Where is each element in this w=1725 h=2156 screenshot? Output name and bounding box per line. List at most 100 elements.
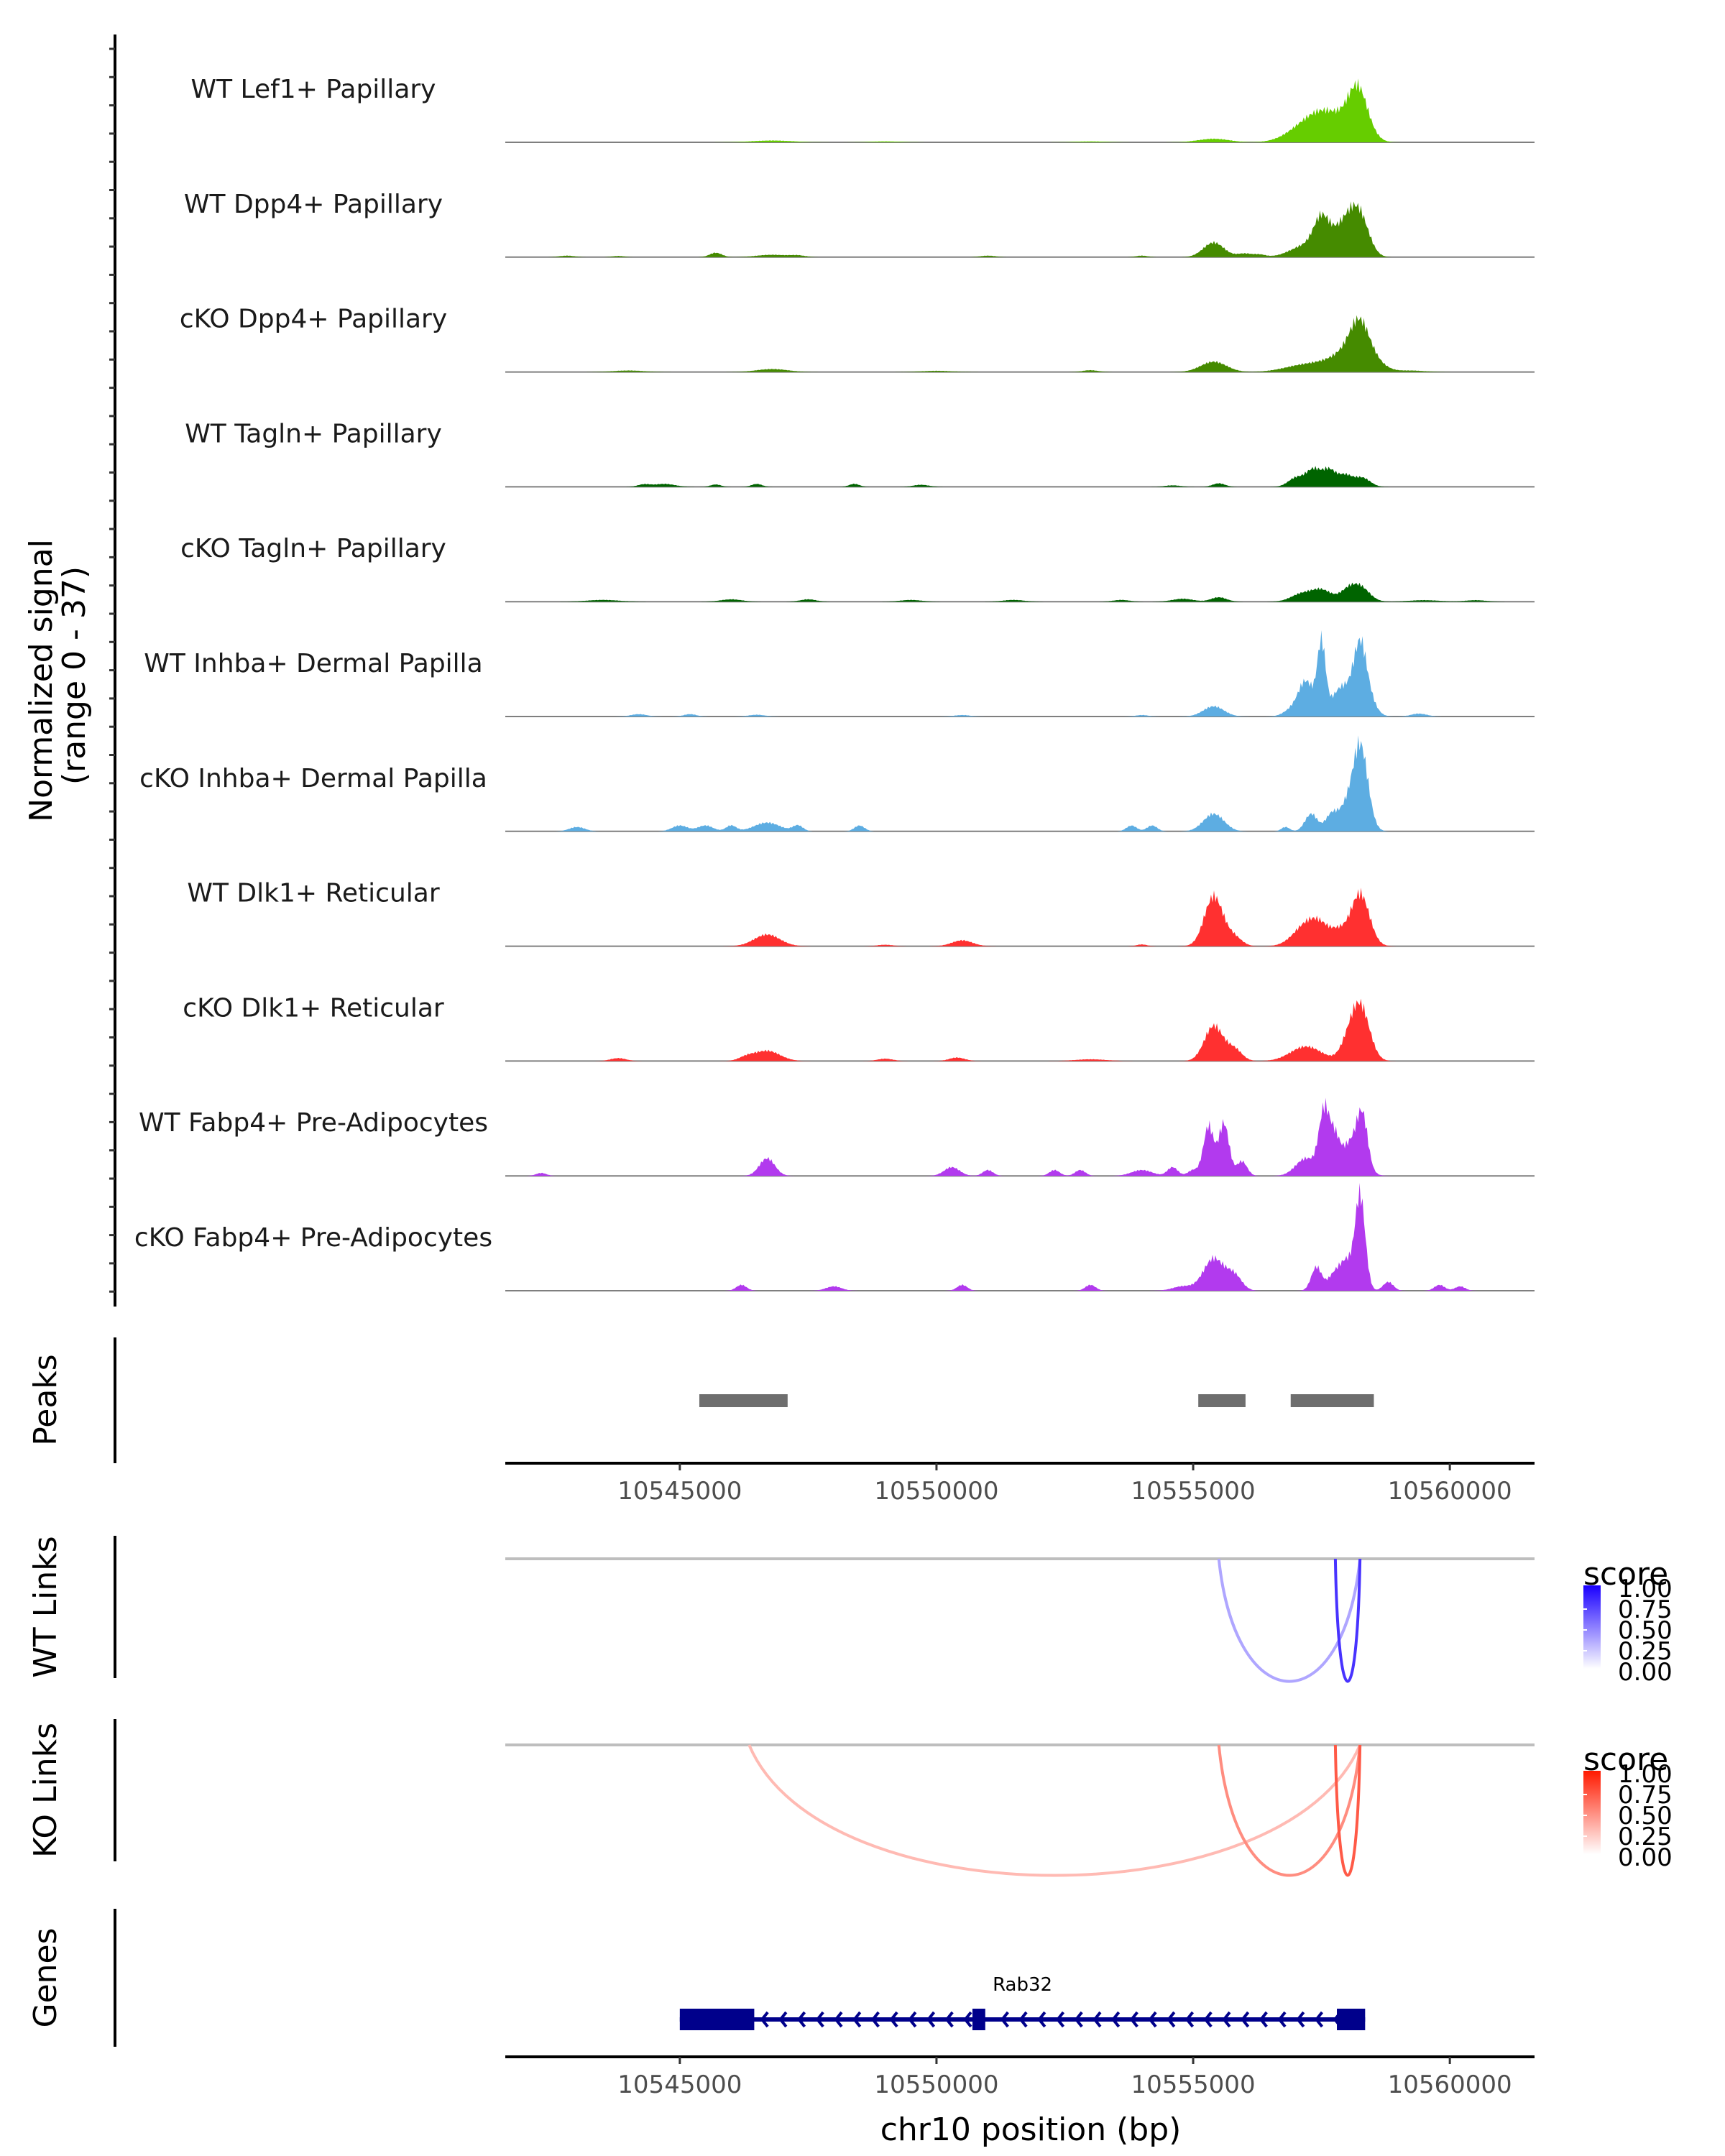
x-tick-label: 10550000 (874, 2070, 998, 2099)
track-label: WT Dpp4+ Papillary (184, 190, 443, 219)
x-tick-label: 10545000 (617, 1477, 742, 1506)
peaks-track-label: Peaks (27, 1354, 64, 1445)
coverage-area (505, 582, 1535, 602)
legend-tick-label: 0.75 (1618, 1595, 1673, 1624)
strand-arrow-icon (926, 2011, 936, 2028)
legend-tick-label: 0.75 (1618, 1781, 1673, 1810)
ko-legend-colorbar (1583, 1771, 1601, 1854)
ko-legend-ticks: 1.000.750.500.250.00 (1583, 1760, 1673, 1872)
track-label: cKO Dpp4+ Papillary (180, 305, 447, 334)
strand-arrow-icon (1259, 2011, 1268, 2028)
x-tick-label: 10545000 (617, 2070, 742, 2099)
track-label: WT Lef1+ Papillary (191, 75, 436, 104)
strand-arrow-icon (1241, 2011, 1250, 2028)
track-label: cKO Fabp4+ Pre-Adipocytes (134, 1223, 492, 1253)
coverage-track: WT Tagln+ Papillary (185, 419, 1535, 488)
ko-links-track-label: KO Links (27, 1723, 64, 1858)
strand-arrow-icon (963, 2011, 972, 2028)
peak-regions (699, 1394, 1374, 1407)
peak-region (699, 1394, 788, 1407)
strand-arrow-icon (1296, 2011, 1305, 2028)
track-label: cKO Dlk1+ Reticular (183, 993, 444, 1023)
coverage-track: WT Dlk1+ Reticular (187, 879, 1535, 947)
genes-track-label: Genes (27, 1927, 64, 2027)
track-label: cKO Inhba+ Dermal Papilla (139, 764, 487, 793)
gene-exon (972, 2009, 985, 2030)
coverage-track: cKO Dlk1+ Reticular (183, 993, 1535, 1062)
strand-arrow-icon (1148, 2011, 1157, 2028)
x-tick-label: 10560000 (1388, 1477, 1512, 1506)
strand-arrow-icon (1000, 2011, 1009, 2028)
strand-arrow-icon (1018, 2011, 1028, 2028)
coverage-track: WT Dpp4+ Papillary (184, 190, 1535, 258)
legend-tick-label: 1.00 (1618, 1575, 1673, 1603)
ko-score-legend: score 1.000.750.500.250.00 (1583, 1741, 1673, 1872)
strand-arrow-icon (778, 2011, 788, 2028)
x-tick-label: 10560000 (1388, 2070, 1512, 2099)
legend-tick-label: 0.50 (1618, 1616, 1673, 1645)
wt-score-legend: score 1.000.750.500.250.00 (1583, 1556, 1673, 1687)
legend-tick-label: 0.00 (1618, 1658, 1673, 1687)
peak-region (1290, 1394, 1374, 1407)
track-label: WT Tagln+ Papillary (185, 419, 442, 448)
strand-arrow-icon (1111, 2011, 1121, 2028)
gene-model (679, 2009, 1366, 2030)
link-arc (1333, 1558, 1362, 1683)
wt-legend-ticks: 1.000.750.500.250.00 (1583, 1575, 1673, 1687)
track-label: WT Inhba+ Dermal Papilla (144, 649, 482, 678)
link-arc (1217, 1558, 1362, 1683)
genes-track: Genes Rab32 10545000 10550000 10555000 1056… (27, 1909, 1535, 2148)
signal-axis-title-line1: Normalized signal (23, 539, 60, 822)
legend-tick-label: 0.25 (1618, 1637, 1673, 1666)
strand-arrow-icon (1037, 2011, 1046, 2028)
coverage-track: cKO Fabp4+ Pre-Adipocytes (134, 1183, 1535, 1291)
strand-arrow-icon (889, 2011, 898, 2028)
wt-links-track-label: WT Links (27, 1536, 64, 1677)
wt-links-track: WT Links (27, 1536, 1535, 1683)
coverage-area (505, 1097, 1535, 1176)
strand-arrow-icon (1222, 2011, 1231, 2028)
x-tick-label: 10550000 (874, 1477, 998, 1506)
coverage-track: cKO Dpp4+ Papillary (180, 305, 1535, 373)
strand-arrow-icon (870, 2011, 880, 2028)
signal-axis-ticks (109, 47, 115, 1293)
bottom-x-axis-ticks: 10545000 10550000 10555000 10560000 (617, 2057, 1512, 2099)
wt-link-arcs (1217, 1558, 1362, 1683)
gene-label: Rab32 (993, 1974, 1052, 1996)
coverage-track: cKO Tagln+ Papillary (180, 534, 1535, 603)
track-label: cKO Tagln+ Papillary (180, 534, 446, 563)
track-label: WT Dlk1+ Reticular (187, 879, 439, 908)
coverage-track: WT Fabp4+ Pre-Adipocytes (139, 1097, 1535, 1177)
x-axis-title: chr10 position (bp) (880, 2111, 1182, 2148)
x-tick-label: 10555000 (1131, 2070, 1256, 2099)
strand-arrow-icon (1055, 2011, 1065, 2028)
signal-axis-title: Normalized signal (range 0 - 37) (23, 529, 93, 822)
strand-arrow-icon (760, 2011, 769, 2028)
strand-arrow-icon (1129, 2011, 1138, 2028)
signal-axis-title-line2: (range 0 - 37) (56, 566, 93, 785)
strand-arrow-icon (852, 2011, 862, 2028)
strand-arrow-icon (1203, 2011, 1213, 2028)
coverage-track: WT Lef1+ Papillary (191, 75, 1535, 143)
strand-arrow-icon (1277, 2011, 1287, 2028)
strand-arrow-icon (1092, 2011, 1102, 2028)
strand-arrow-icon (908, 2011, 917, 2028)
strand-arrow-icon (1314, 2011, 1324, 2028)
strand-arrow-icon (1184, 2011, 1195, 2028)
link-arc (1333, 1744, 1362, 1877)
coverage-area (505, 466, 1535, 487)
peak-region (1198, 1394, 1246, 1407)
link-arc (1217, 1744, 1362, 1877)
top-x-axis-ticks: 10545000 10550000 10555000 10560000 (617, 1463, 1512, 1506)
coverage-track: WT Inhba+ Dermal Papilla (144, 630, 1535, 717)
coverage-area (505, 201, 1535, 257)
x-tick-label: 10555000 (1131, 1477, 1256, 1506)
legend-tick-label: 0.50 (1618, 1802, 1673, 1830)
strand-arrow-icon (1074, 2011, 1083, 2028)
legend-tick-label: 1.00 (1618, 1760, 1673, 1789)
strand-arrow-icon (1167, 2011, 1176, 2028)
strand-arrow-icon (815, 2011, 824, 2028)
gene-exon (1337, 2009, 1366, 2030)
ko-link-arcs (748, 1744, 1362, 1877)
